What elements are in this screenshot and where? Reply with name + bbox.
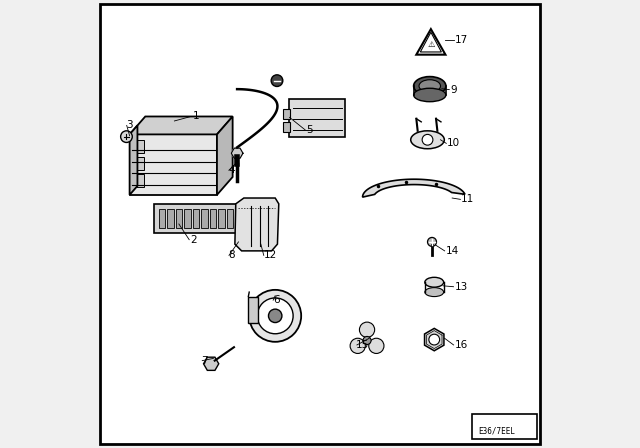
Bar (472, 414, 538, 439)
Bar (284, 122, 289, 132)
Polygon shape (235, 198, 279, 251)
Text: 2: 2 (190, 235, 196, 245)
Text: 13: 13 (454, 282, 468, 292)
Bar (159, 209, 165, 228)
Ellipse shape (425, 288, 444, 297)
Bar (167, 209, 173, 228)
Bar (210, 209, 216, 228)
Polygon shape (424, 328, 444, 351)
Bar (133, 174, 145, 187)
Polygon shape (204, 357, 219, 370)
Text: 12: 12 (264, 250, 277, 260)
Polygon shape (130, 125, 138, 195)
Circle shape (363, 336, 371, 345)
Text: 17: 17 (454, 35, 468, 45)
Bar (133, 140, 145, 153)
Polygon shape (231, 148, 243, 158)
Ellipse shape (419, 80, 440, 92)
Polygon shape (362, 179, 465, 197)
Text: 1: 1 (192, 112, 199, 121)
Text: 4: 4 (228, 165, 235, 175)
Bar (284, 109, 289, 119)
Text: 7: 7 (202, 356, 208, 366)
Text: 6: 6 (273, 295, 280, 305)
Circle shape (369, 338, 384, 353)
Circle shape (350, 338, 365, 353)
Polygon shape (420, 32, 442, 52)
Bar (184, 209, 191, 228)
Bar (218, 209, 225, 228)
Bar (248, 297, 258, 323)
Polygon shape (130, 116, 233, 134)
Text: 5: 5 (307, 125, 313, 135)
Text: E36/7EEL: E36/7EEL (479, 426, 515, 435)
Circle shape (428, 237, 436, 246)
Text: 16: 16 (454, 340, 468, 350)
Text: 3: 3 (127, 121, 133, 130)
Circle shape (271, 75, 283, 86)
Ellipse shape (413, 88, 446, 102)
Bar (193, 209, 199, 228)
Polygon shape (417, 29, 445, 55)
Bar (202, 209, 207, 228)
Text: 11: 11 (461, 194, 474, 204)
Text: 9: 9 (450, 85, 456, 95)
Bar (133, 157, 145, 170)
Circle shape (429, 334, 440, 345)
Bar (227, 209, 233, 228)
Circle shape (120, 131, 132, 142)
Text: 8: 8 (228, 250, 235, 260)
Circle shape (249, 290, 301, 342)
Circle shape (269, 309, 282, 323)
Circle shape (360, 322, 374, 337)
Circle shape (257, 298, 293, 334)
Bar (176, 209, 182, 228)
Ellipse shape (413, 77, 446, 95)
Polygon shape (217, 116, 233, 195)
Bar (130, 134, 217, 195)
Ellipse shape (425, 277, 444, 287)
Circle shape (422, 134, 433, 145)
Bar (154, 204, 237, 233)
Text: 10: 10 (447, 138, 460, 148)
Text: 15: 15 (356, 340, 369, 350)
Text: 14: 14 (445, 246, 459, 256)
Ellipse shape (411, 131, 444, 149)
Bar (289, 99, 344, 137)
Text: ⚠: ⚠ (427, 40, 435, 49)
